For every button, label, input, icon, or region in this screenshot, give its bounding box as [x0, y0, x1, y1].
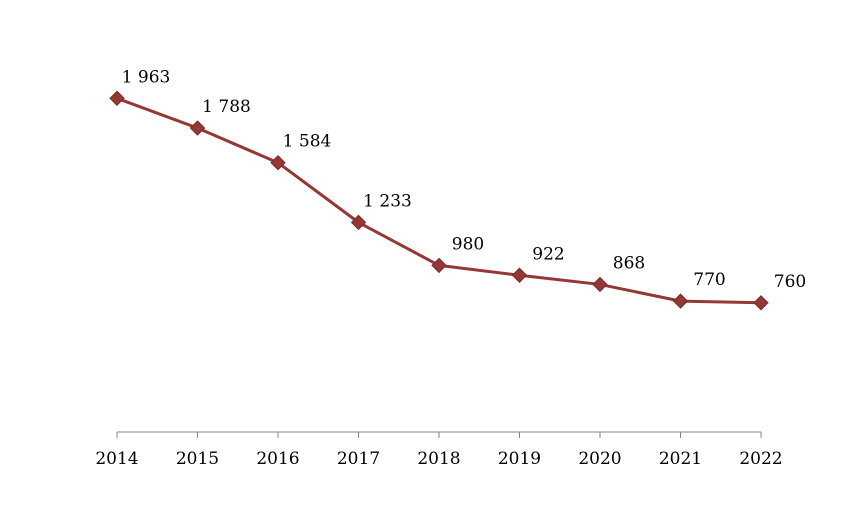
- x-axis: [116, 431, 762, 438]
- x-tick-labels-group: 2014 2015 2016 2017 2018 2019 2020 2021 2022: [95, 449, 782, 469]
- data-point-marker: [350, 214, 367, 231]
- x-tick-label: 2018: [417, 449, 460, 469]
- x-tick-label: 2020: [578, 449, 621, 469]
- x-tick-label: 2016: [256, 449, 299, 469]
- data-label: 760: [774, 272, 806, 292]
- data-point-marker: [109, 90, 125, 106]
- data-label: 1 233: [363, 191, 412, 211]
- data-labels-group: 1 963 1 788 1 584 1 233 980 922 868 770 760: [122, 67, 807, 292]
- x-tick-label: 2017: [337, 449, 380, 469]
- x-tick-label: 2015: [176, 449, 219, 469]
- data-point-marker: [753, 295, 769, 311]
- x-tick-label: 2014: [95, 449, 138, 469]
- data-label: 770: [693, 270, 725, 290]
- data-label: 1 963: [122, 67, 171, 87]
- series-markers-group: [109, 90, 769, 311]
- data-label: 980: [452, 234, 484, 254]
- data-point-marker: [592, 276, 608, 293]
- data-point-marker: [431, 257, 447, 274]
- data-point-marker: [270, 155, 286, 171]
- x-tick-label: 2022: [739, 449, 782, 469]
- data-point-marker: [189, 120, 206, 136]
- data-point-marker: [511, 267, 528, 283]
- data-label: 922: [532, 244, 564, 264]
- data-label: 868: [613, 253, 645, 273]
- data-label: 1 584: [283, 132, 332, 152]
- x-tick-label: 2019: [498, 449, 541, 469]
- data-label: 1 788: [202, 97, 251, 117]
- data-point-marker: [672, 293, 689, 309]
- x-tick-label: 2021: [659, 449, 702, 469]
